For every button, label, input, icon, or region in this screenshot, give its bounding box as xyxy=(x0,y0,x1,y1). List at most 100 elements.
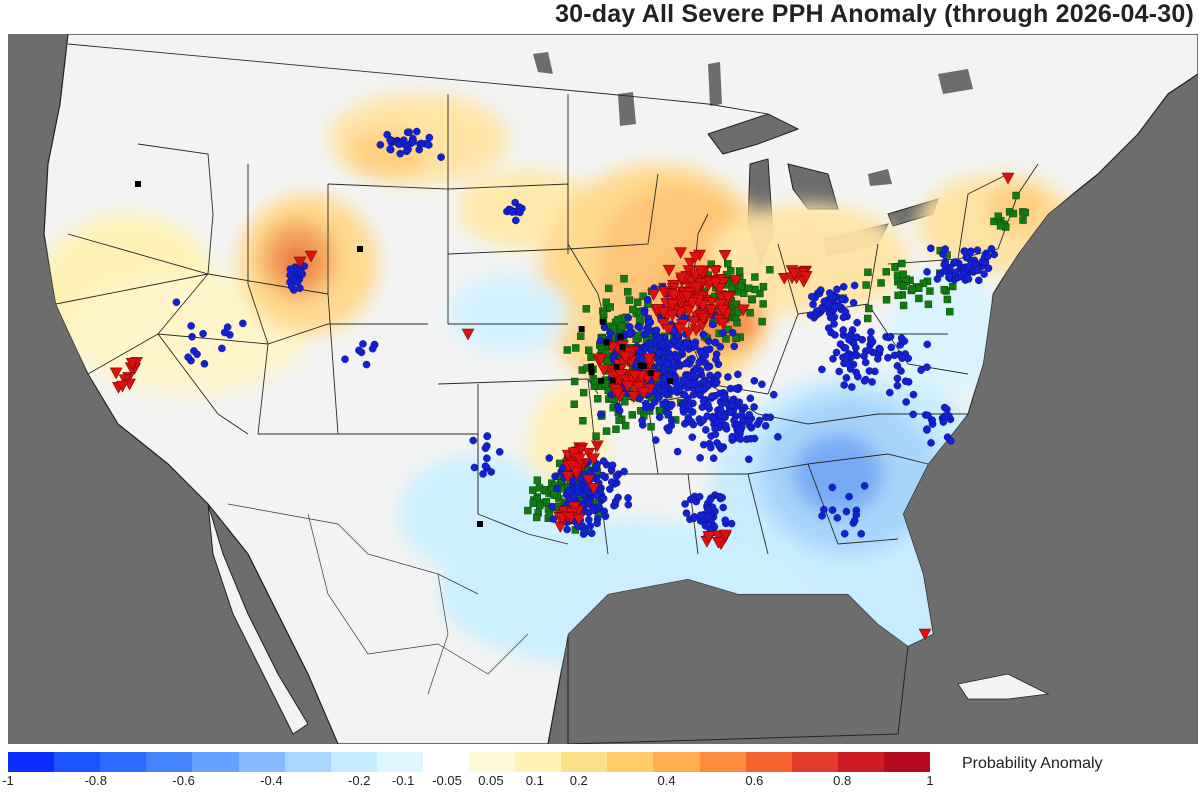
wind-report-marker xyxy=(481,462,490,470)
wind-report-marker xyxy=(695,492,704,501)
colorbar-tick-label: -0.4 xyxy=(260,773,283,788)
wind-report-marker xyxy=(746,394,755,403)
colorbar-swatch xyxy=(54,752,101,772)
hail-report-marker xyxy=(735,267,744,275)
wind-report-marker xyxy=(703,363,712,372)
wind-report-marker xyxy=(508,208,517,216)
canadian-lakes xyxy=(533,52,973,186)
wind-report-marker xyxy=(664,410,672,418)
other-report-marker xyxy=(135,181,141,187)
colorbar-swatch xyxy=(100,752,147,772)
baja-peninsula xyxy=(207,503,309,735)
wind-report-marker xyxy=(951,258,959,266)
hail-report-marker xyxy=(732,300,741,308)
colorbar-swatch xyxy=(561,752,608,772)
wind-report-marker xyxy=(824,324,833,332)
hail-report-marker xyxy=(915,284,923,292)
wind-report-marker xyxy=(699,330,708,339)
other-report-marker xyxy=(613,364,620,371)
wind-report-marker xyxy=(730,342,739,351)
hail-report-marker xyxy=(863,314,872,323)
other-report-marker xyxy=(617,333,624,340)
wind-report-marker xyxy=(679,343,688,352)
wind-report-marker xyxy=(848,383,856,391)
wind-report-marker xyxy=(857,530,866,538)
hail-report-marker xyxy=(877,279,885,287)
wind-report-marker xyxy=(655,349,663,357)
hail-report-marker xyxy=(536,501,544,510)
wind-report-marker xyxy=(766,413,775,422)
wind-report-marker xyxy=(670,386,679,394)
wind-report-marker xyxy=(736,435,745,443)
wind-report-marker xyxy=(984,264,993,273)
hail-report-marker xyxy=(882,296,891,304)
wind-report-marker xyxy=(655,413,664,421)
wind-report-marker xyxy=(865,346,873,354)
colorbar-swatch xyxy=(8,752,55,772)
wind-report-marker xyxy=(774,433,782,441)
wind-report-marker xyxy=(974,276,983,285)
wind-report-marker xyxy=(690,380,699,388)
tornado-report-marker xyxy=(572,453,586,466)
wind-report-marker xyxy=(481,444,490,452)
wind-report-marker xyxy=(548,502,556,511)
wind-report-marker xyxy=(643,325,652,333)
colorbar-swatch xyxy=(192,752,239,772)
wind-report-marker xyxy=(828,506,837,514)
tornado-report-marker xyxy=(681,327,695,340)
tornado-report-marker xyxy=(673,323,687,336)
colorbar-tick-label: 0.2 xyxy=(569,773,588,788)
tornado-report-marker xyxy=(704,304,718,317)
wind-report-marker xyxy=(690,513,699,521)
wind-report-marker xyxy=(415,145,424,154)
wind-report-marker xyxy=(708,320,717,329)
wind-report-marker xyxy=(172,298,181,307)
wind-report-marker xyxy=(706,495,715,504)
colorbar-label: Probability Anomaly xyxy=(962,755,1103,772)
colorbar-swatch xyxy=(284,752,332,772)
wind-report-marker xyxy=(842,507,851,516)
wind-report-marker xyxy=(927,439,935,447)
wind-report-marker xyxy=(893,374,902,383)
wind-report-marker xyxy=(691,342,699,350)
colorbar-swatch xyxy=(653,752,700,772)
wind-report-marker xyxy=(386,145,394,154)
wind-report-marker xyxy=(386,135,394,144)
wind-report-marker xyxy=(545,454,554,462)
wind-report-marker xyxy=(685,402,693,411)
colorbar-swatch xyxy=(376,752,424,772)
hail-report-marker xyxy=(593,395,602,403)
hail-report-marker xyxy=(1019,216,1027,224)
wind-report-marker xyxy=(853,318,861,327)
wind-report-marker xyxy=(745,417,753,426)
tornado-report-marker xyxy=(667,289,681,302)
wind-report-marker xyxy=(409,138,417,146)
wind-report-marker xyxy=(865,367,874,375)
wind-report-marker xyxy=(703,513,712,522)
tornado-report-marker xyxy=(293,256,307,269)
wind-report-marker xyxy=(606,329,614,337)
wind-report-marker xyxy=(838,295,847,303)
wind-report-marker xyxy=(812,307,821,315)
tornado-report-marker xyxy=(1001,172,1015,185)
wind-report-marker xyxy=(357,348,366,357)
hail-report-marker xyxy=(563,346,572,354)
wind-report-marker xyxy=(840,381,848,389)
wind-report-marker xyxy=(900,337,909,345)
wind-report-marker xyxy=(885,388,894,397)
wind-report-marker xyxy=(836,340,845,348)
mexico-borders xyxy=(227,503,529,695)
wind-report-marker xyxy=(624,313,632,322)
wind-report-marker xyxy=(719,503,728,512)
wind-report-marker xyxy=(728,432,737,441)
wind-report-marker xyxy=(721,516,730,525)
hail-report-marker xyxy=(724,259,732,268)
wind-report-marker xyxy=(726,408,735,417)
tornado-report-marker xyxy=(627,391,641,404)
wind-report-marker xyxy=(735,398,744,407)
wind-report-marker xyxy=(845,335,853,344)
hail-report-marker xyxy=(943,295,952,304)
wind-report-marker xyxy=(704,337,713,345)
hail-report-marker xyxy=(579,417,587,425)
wind-report-marker xyxy=(701,351,710,360)
